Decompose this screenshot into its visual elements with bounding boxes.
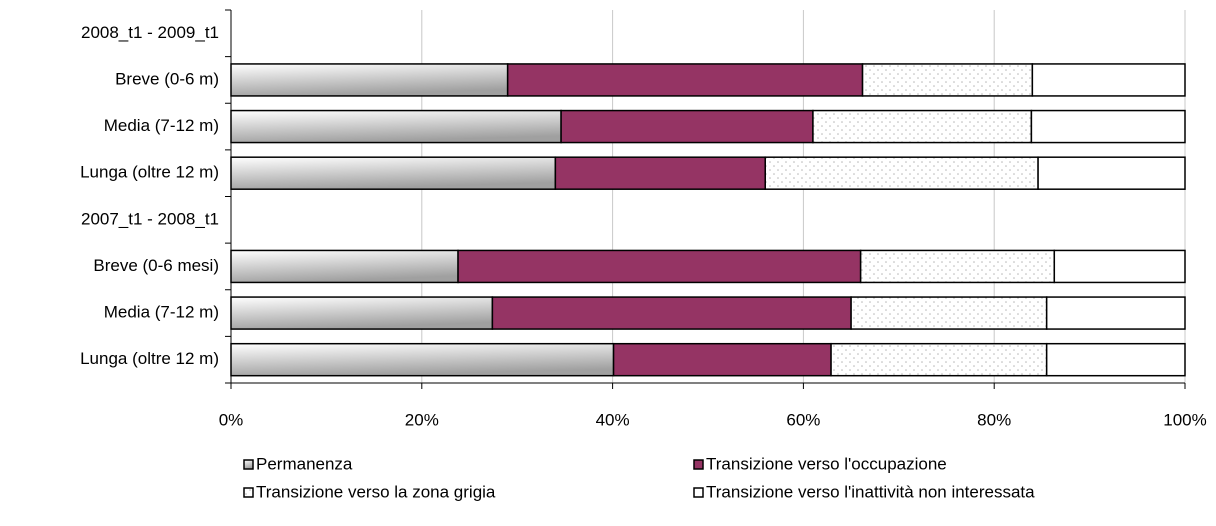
- legend-swatch: [693, 459, 704, 470]
- bar-segment: [1045, 296, 1186, 330]
- bar-segment: [230, 109, 562, 144]
- x-tick-label: 0%: [219, 410, 244, 429]
- bar-segment: [764, 156, 1039, 190]
- bar-segment: [506, 63, 864, 97]
- bar-segment: [859, 249, 1056, 284]
- bar-segment: [560, 109, 814, 144]
- bar-segment: [230, 296, 494, 330]
- y-tick-label: 2008_t1 - 2009_t1: [81, 23, 219, 42]
- bar-segment: [1045, 342, 1186, 377]
- bar-segment: [491, 296, 852, 330]
- bar-segment: [554, 156, 766, 190]
- x-tick-label: 60%: [786, 410, 820, 429]
- legend-swatch: [693, 487, 704, 498]
- bar-segment: [1030, 109, 1186, 144]
- x-tick-label: 20%: [405, 410, 439, 429]
- bar-segment: [230, 342, 615, 377]
- bar-segment: [1031, 63, 1186, 97]
- y-tick-label: Media (7-12 m): [104, 116, 219, 135]
- legend-label: Transizione verso l'occupazione: [706, 454, 947, 473]
- bar-segment: [230, 63, 509, 97]
- bar-segment: [457, 249, 862, 284]
- y-tick-label: Breve (0-6 m): [115, 69, 219, 88]
- bar-segment: [1037, 156, 1186, 190]
- bar-segment: [230, 249, 459, 284]
- bar-segment: [812, 109, 1033, 144]
- y-tick-label: Breve (0-6 mesi): [93, 256, 219, 275]
- legend-swatch: [243, 459, 254, 470]
- x-tick-label: 100%: [1163, 410, 1206, 429]
- y-tick-label: Lunga (oltre 12 m): [80, 349, 219, 368]
- bar-segment: [861, 63, 1034, 97]
- x-tick-label: 40%: [596, 410, 630, 429]
- y-tick-label: 2007_t1 - 2008_t1: [81, 209, 219, 228]
- legend-label: Permanenza: [256, 454, 353, 473]
- bar-segment: [230, 156, 557, 190]
- legend-swatch: [243, 487, 254, 498]
- x-tick-label: 80%: [977, 410, 1011, 429]
- bar-segment: [830, 342, 1048, 377]
- y-tick-label: Media (7-12 m): [104, 303, 219, 322]
- bar-segment: [612, 342, 832, 377]
- bar-segment: [1053, 249, 1186, 284]
- legend-label: Transizione verso l'inattività non inter…: [706, 482, 1035, 501]
- bar-segment: [850, 296, 1048, 330]
- legend-label: Transizione verso la zona grigia: [256, 482, 496, 501]
- y-tick-label: Lunga (oltre 12 m): [80, 163, 219, 182]
